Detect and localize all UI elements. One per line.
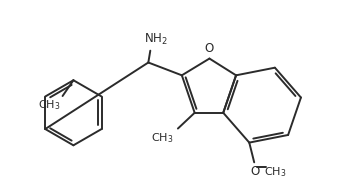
- Text: CH$_3$: CH$_3$: [152, 132, 174, 145]
- Text: O: O: [251, 165, 260, 178]
- Text: NH$_2$: NH$_2$: [144, 32, 168, 47]
- Text: O: O: [205, 42, 214, 55]
- Text: CH$_3$: CH$_3$: [264, 165, 287, 179]
- Text: CH$_3$: CH$_3$: [38, 98, 61, 112]
